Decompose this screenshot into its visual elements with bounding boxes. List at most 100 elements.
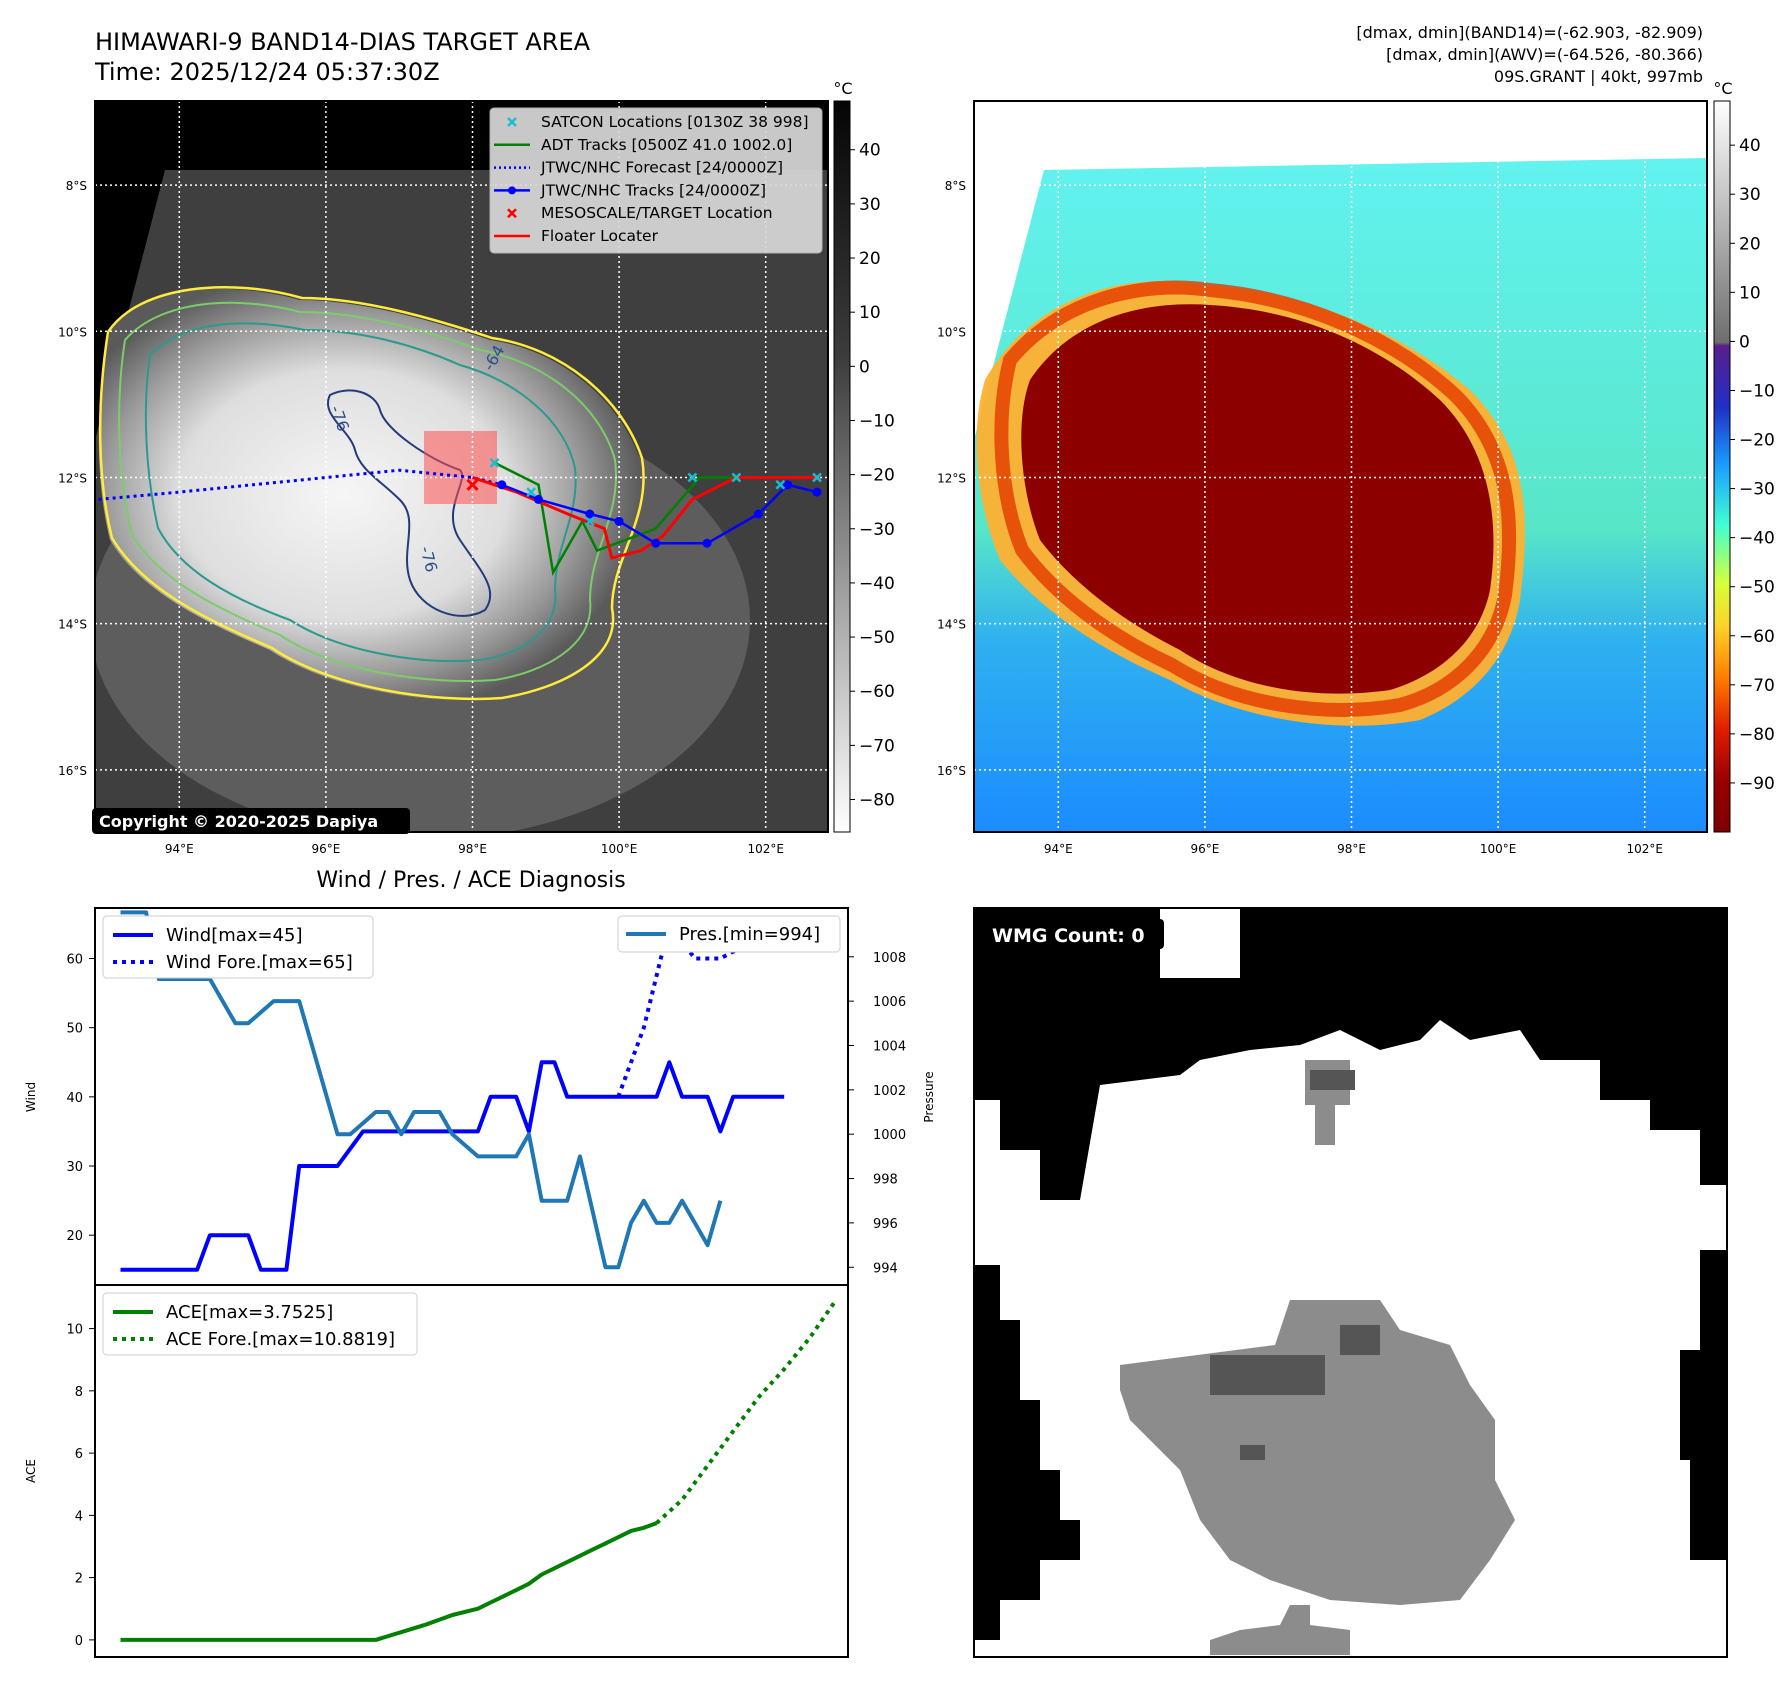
pres-legend-box (617, 915, 841, 953)
map1-frame (94, 100, 829, 833)
ace-axis-label: ACE (24, 1459, 38, 1483)
wind-pres-chart: 20 30 40 50 60 994 996 998 1000 1002 1004 1006 1008… (24, 907, 936, 1286)
map1-lon-label: 102°E (747, 842, 784, 856)
legend-swatch-x (507, 117, 517, 127)
colorbar-awv: °C 40 30 20 10 0 −10 −20 −30 −40 −50 −60 −70 −80 −90 (1713, 79, 1775, 833)
satcon-marker (731, 472, 742, 483)
colorbar2-tick-label: −30 (1739, 480, 1775, 500)
wmg-dark-patch-3 (1340, 1325, 1380, 1355)
wmg-white-patch-2 (1630, 1130, 1700, 1195)
colorbar2-tick-label: −50 (1739, 578, 1775, 598)
map1-lon-label: 96°E (311, 842, 340, 856)
wmg-label: WMG Count: 0 (992, 925, 1145, 947)
ace-ytick-label: 10 (66, 1323, 83, 1338)
legend-entry-label: MESOSCALE/TARGET Location (541, 204, 773, 222)
floater-track-line (472, 476, 817, 560)
legend-entry-label: JTWC/NHC Tracks [24/0000Z] (540, 181, 766, 199)
map1-cloud-shield (98, 288, 642, 701)
pres-ytick-label: 998 (873, 1173, 898, 1188)
colorbar2-tick-label: −10 (1739, 381, 1775, 401)
wind-ytick-label: 20 (66, 1229, 83, 1244)
satcon-marker (687, 472, 698, 483)
colorbar2-tick-label: 40 (1739, 136, 1761, 156)
wind-axis-label: Wind (24, 1082, 38, 1112)
colorbar2-tick-label: −40 (1739, 529, 1775, 549)
map2-lat-label: 14°S (937, 618, 966, 632)
colorbar2-tick-label: −80 (1739, 725, 1775, 745)
track-legend: SATCON Locations [0130Z 38 998] ADT Track… (489, 107, 823, 254)
colorbar1-tick-label: −80 (859, 791, 895, 811)
colorbar1-tick-label: −50 (859, 628, 895, 648)
pres-legend-label: Pres.[min=994] (679, 924, 820, 945)
ace-fore-legend-label: ACE Fore.[max=10.8819] (166, 1329, 395, 1350)
jtwc-track-point (783, 480, 793, 490)
colorbar1-bar (833, 100, 851, 833)
map2-cloud-halo (994, 280, 1517, 717)
colorbar1-tick-label: 10 (859, 303, 881, 323)
legend-swatch-x (507, 208, 517, 219)
map2-frame (973, 100, 1708, 833)
colorbar2-tick-label: −20 (1739, 431, 1775, 451)
colorbar1-tick-label: −10 (859, 411, 895, 431)
pres-axis-label: Pressure (922, 1071, 936, 1122)
map1-lat-labels: 8°S 10°S 12°S 14°S 16°S (58, 179, 87, 778)
colorbar2-tick-label: −70 (1739, 676, 1775, 696)
pres-ytick-label: 996 (873, 1217, 898, 1232)
map1-contour-navy (327, 389, 492, 617)
map1-lon-labels: 94°E 96°E 98°E 100°E 102°E (165, 842, 784, 856)
map2-lon-label: 96°E (1190, 842, 1219, 856)
copyright-box (92, 808, 410, 834)
jtwc-track-point (614, 516, 624, 526)
ace-ytick-label: 4 (75, 1509, 83, 1524)
colorbar2-tick-label: 0 (1739, 332, 1750, 352)
jtwc-track-point (651, 538, 661, 548)
map2-lat-labels: 8°S 10°S 12°S 14°S 16°S (937, 179, 966, 778)
pres-legend: Pres.[min=994] (617, 915, 841, 953)
wmg-panel: WMG Count: 0 (973, 907, 1728, 1658)
pres-ytick-label: 1008 (873, 951, 906, 966)
map1-lon-label: 98°E (458, 842, 487, 856)
legend-entry-label: JTWC/NHC Forecast [24/0000Z] (540, 159, 783, 177)
colorbar1-unit: °C (833, 79, 852, 98)
jtwc-track-point (585, 509, 595, 519)
satcon-marker (812, 472, 822, 483)
colorbar1-tick-label: −30 (859, 520, 895, 540)
map1-lat-label: 14°S (58, 618, 87, 632)
jtwc-track-point (812, 487, 822, 497)
series-line-wind-fore- (616, 921, 747, 1098)
map1-contour-teal (144, 322, 577, 663)
map1-contour-green (118, 301, 617, 683)
series-line-pres- (120, 910, 723, 1270)
target-marker (466, 478, 479, 491)
map1-lat-label: 16°S (58, 764, 87, 778)
colorbar1-tick-label: 0 (859, 357, 870, 377)
copyright-badge: Copyright © 2020-2025 Dapiya (92, 808, 410, 834)
map-panel-awv: 8°S 10°S 12°S 14°S 16°S 94°E 96°E 98°E 100°E 102… (937, 100, 1708, 856)
wmg-label-box (986, 919, 1164, 949)
series-line-ace-fore- (655, 1300, 837, 1525)
wind-ytick-label: 30 (66, 1160, 83, 1175)
map1-contour-yellow (98, 286, 645, 701)
wmg-dark-patch-1 (1210, 1355, 1325, 1395)
map1-lat-label: 8°S (66, 179, 87, 193)
legend-entry-label: ADT Tracks [0500Z 41.0 1002.0] (541, 136, 792, 154)
map2-lon-label: 102°E (1626, 842, 1663, 856)
colorbar1-tick-label: −60 (859, 682, 895, 702)
wind-legend-label: Wind[max=45] (166, 925, 303, 946)
colorbar-band14: °C 40 30 20 10 0 −10 −20 −30 −40 −50 −60 −70 −80 (833, 79, 895, 833)
legend-entry-label: SATCON Locations [0130Z 38 998] (541, 113, 809, 131)
map2-lon-label: 98°E (1337, 842, 1366, 856)
legend-entry-label: Floater Locater (541, 227, 659, 245)
wind-legend-box (102, 915, 374, 979)
pres-ytick-label: 1006 (873, 995, 906, 1010)
colorbar2-bar (1713, 100, 1731, 833)
colorbar1-tick-label: −20 (859, 466, 895, 486)
wind-ytick-label: 50 (66, 1022, 83, 1037)
wmg-black-region-left (974, 1265, 1080, 1640)
pres-ytick-label: 1002 (873, 1084, 906, 1099)
wmg-dark-patch-4 (1240, 1445, 1265, 1460)
satcon-marker (489, 457, 500, 468)
ace-legend-box (102, 1292, 418, 1356)
map2-lon-label: 100°E (1480, 842, 1517, 856)
